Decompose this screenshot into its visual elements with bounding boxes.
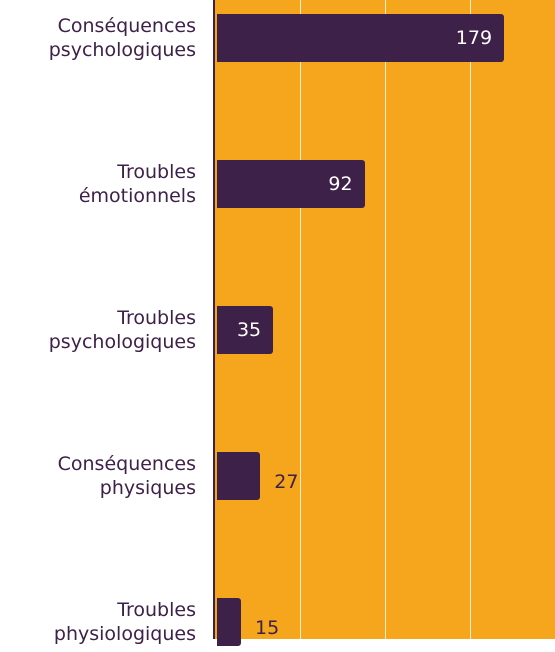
value-label: 15 [255, 617, 280, 639]
value-label: 35 [236, 319, 262, 341]
category-label: Troubles émotionnels [78, 161, 196, 207]
value-label: 179 [455, 27, 493, 49]
grid-line [300, 0, 301, 639]
value-label: 92 [328, 173, 353, 195]
grid-line [385, 0, 386, 639]
bar [217, 160, 365, 208]
bar [217, 598, 242, 646]
category-label: Conséquences psychologiques [48, 15, 196, 61]
category-label: Troubles psychologiques [48, 307, 196, 353]
grid-line [470, 0, 471, 639]
bar [217, 452, 261, 500]
value-label: 27 [274, 471, 299, 493]
bar [217, 14, 505, 62]
axis-line [213, 0, 215, 639]
category-label: Conséquences physiques [57, 453, 196, 499]
bar [217, 306, 274, 354]
